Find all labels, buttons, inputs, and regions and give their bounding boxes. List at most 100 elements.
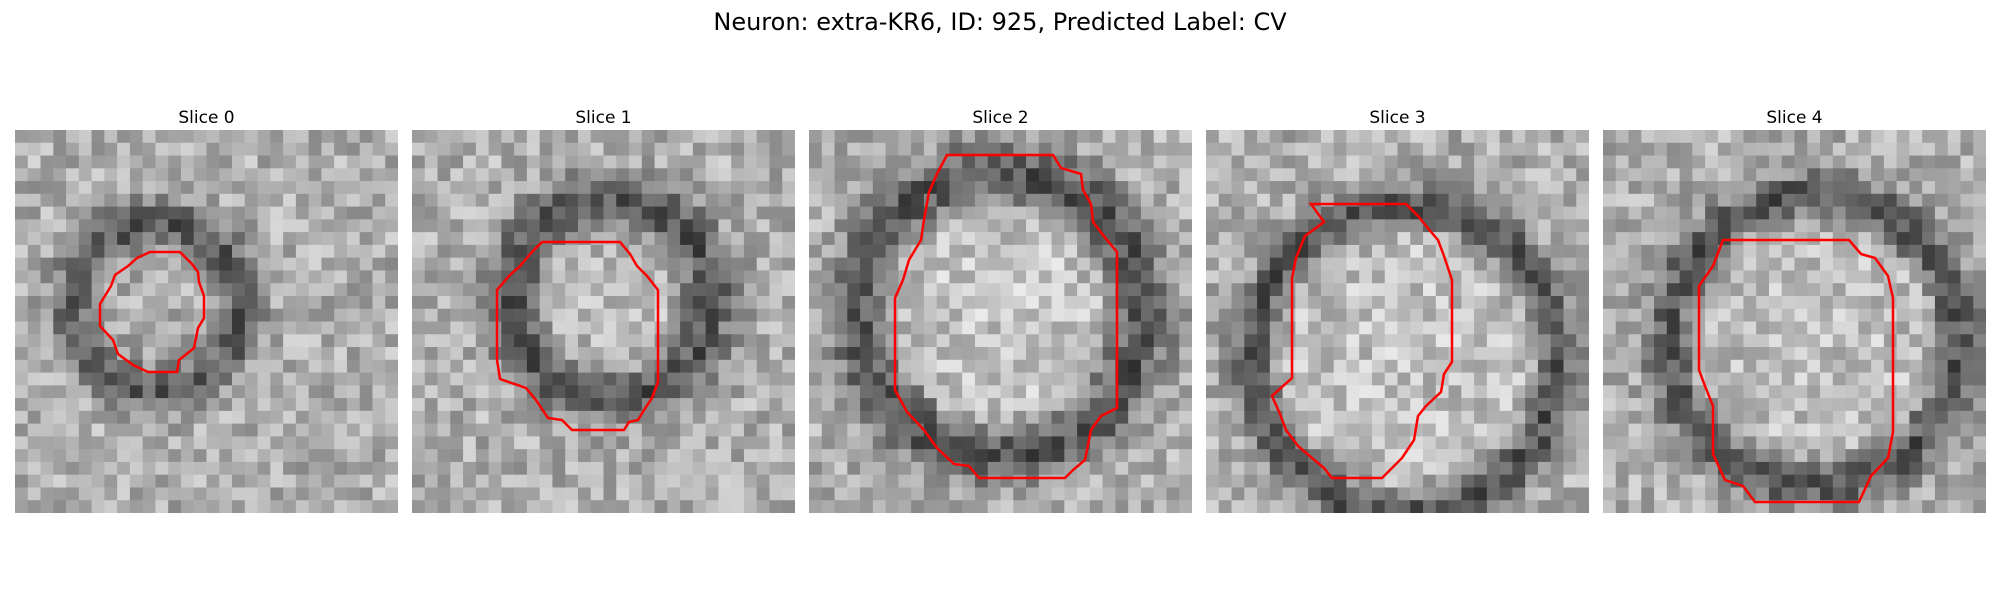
image-pixel (987, 270, 1002, 284)
image-pixel (629, 359, 643, 374)
image-pixel (1807, 142, 1821, 157)
image-pixel (692, 244, 707, 259)
image-pixel (1960, 283, 1974, 297)
image-pixel (1257, 283, 1271, 297)
image-pixel (1064, 219, 1078, 233)
image-pixel (834, 359, 848, 374)
image-pixel (27, 130, 42, 144)
image-pixel (450, 359, 464, 374)
image-pixel (1244, 206, 1258, 220)
image-pixel (359, 130, 374, 144)
image-pixel (155, 410, 169, 425)
image-pixel (923, 232, 938, 246)
image-pixel (769, 257, 783, 272)
image-pixel (129, 461, 144, 476)
image-pixel (1231, 257, 1245, 272)
image-pixel (1717, 500, 1732, 513)
image-pixel (129, 283, 144, 297)
image-pixel (1832, 461, 1847, 476)
image-pixel (1179, 168, 1192, 182)
image-pixel (718, 372, 732, 386)
image-pixel (1140, 474, 1155, 489)
image-pixel (104, 219, 118, 233)
image-pixel (1013, 487, 1027, 501)
image-pixel (1257, 398, 1271, 412)
image-pixel (654, 410, 668, 425)
image-pixel (501, 410, 515, 425)
image-pixel (1807, 398, 1821, 412)
image-pixel (257, 449, 271, 463)
image-pixel (372, 142, 386, 157)
image-pixel (1654, 270, 1668, 284)
image-pixel (1269, 474, 1284, 489)
image-pixel (244, 436, 259, 450)
image-pixel (1102, 219, 1116, 233)
image-pixel (577, 461, 592, 476)
image-pixel (78, 398, 93, 412)
image-pixel (1666, 334, 1681, 348)
image-pixel (412, 487, 426, 501)
image-pixel (1909, 168, 1923, 182)
image-pixel (168, 130, 182, 144)
image-pixel (1231, 372, 1245, 386)
image-pixel (1973, 219, 1986, 233)
image-pixel (1717, 168, 1732, 182)
image-pixel (1858, 232, 1872, 246)
image-pixel (769, 270, 783, 284)
image-pixel (692, 142, 707, 157)
image-pixel (654, 142, 668, 157)
image-pixel (692, 385, 707, 399)
image-pixel (1140, 359, 1155, 374)
image-pixel (1153, 461, 1168, 476)
image-pixel (718, 474, 732, 489)
image-pixel (603, 244, 617, 259)
image-pixel (1423, 130, 1437, 144)
image-pixel (257, 372, 271, 386)
image-pixel (1000, 295, 1014, 310)
image-pixel (1153, 181, 1168, 195)
image-pixel (1666, 474, 1681, 489)
image-pixel (334, 398, 348, 412)
image-pixel (1512, 295, 1526, 310)
image-pixel (1244, 270, 1258, 284)
image-pixel (1206, 321, 1220, 335)
image-pixel (1705, 474, 1719, 489)
image-pixel (1153, 155, 1168, 169)
image-pixel (244, 168, 259, 182)
image-pixel (667, 372, 681, 386)
image-pixel (743, 168, 758, 182)
image-pixel (860, 334, 874, 348)
image-pixel (1934, 321, 1949, 335)
image-pixel (1128, 372, 1142, 386)
image-pixel (1654, 487, 1668, 501)
image-pixel (155, 436, 169, 450)
image-pixel (692, 474, 707, 489)
image-pixel (1768, 257, 1783, 272)
image-pixel (590, 474, 605, 489)
image-pixel (334, 193, 348, 208)
image-pixel (1679, 283, 1693, 297)
image-pixel (193, 142, 208, 157)
image-pixel (1576, 206, 1589, 220)
image-pixel (219, 436, 233, 450)
image-pixel (1397, 283, 1411, 297)
image-pixel (654, 270, 668, 284)
image-pixel (1947, 423, 1962, 437)
image-pixel (1845, 500, 1859, 513)
image-pixel (1038, 193, 1053, 208)
image-pixel (769, 385, 783, 399)
image-pixel (1550, 487, 1565, 501)
image-pixel (1474, 206, 1488, 220)
image-pixel (1641, 500, 1655, 513)
image-pixel (1140, 308, 1155, 323)
image-pixel (1641, 181, 1655, 195)
image-pixel (1448, 206, 1462, 220)
image-pixel (412, 372, 426, 386)
image-pixel (974, 410, 989, 425)
image-pixel (1218, 474, 1233, 489)
image-pixel (923, 130, 938, 144)
image-pixel (1871, 398, 1885, 412)
image-pixel (372, 500, 386, 513)
image-pixel (1845, 181, 1859, 195)
image-pixel (756, 347, 771, 361)
